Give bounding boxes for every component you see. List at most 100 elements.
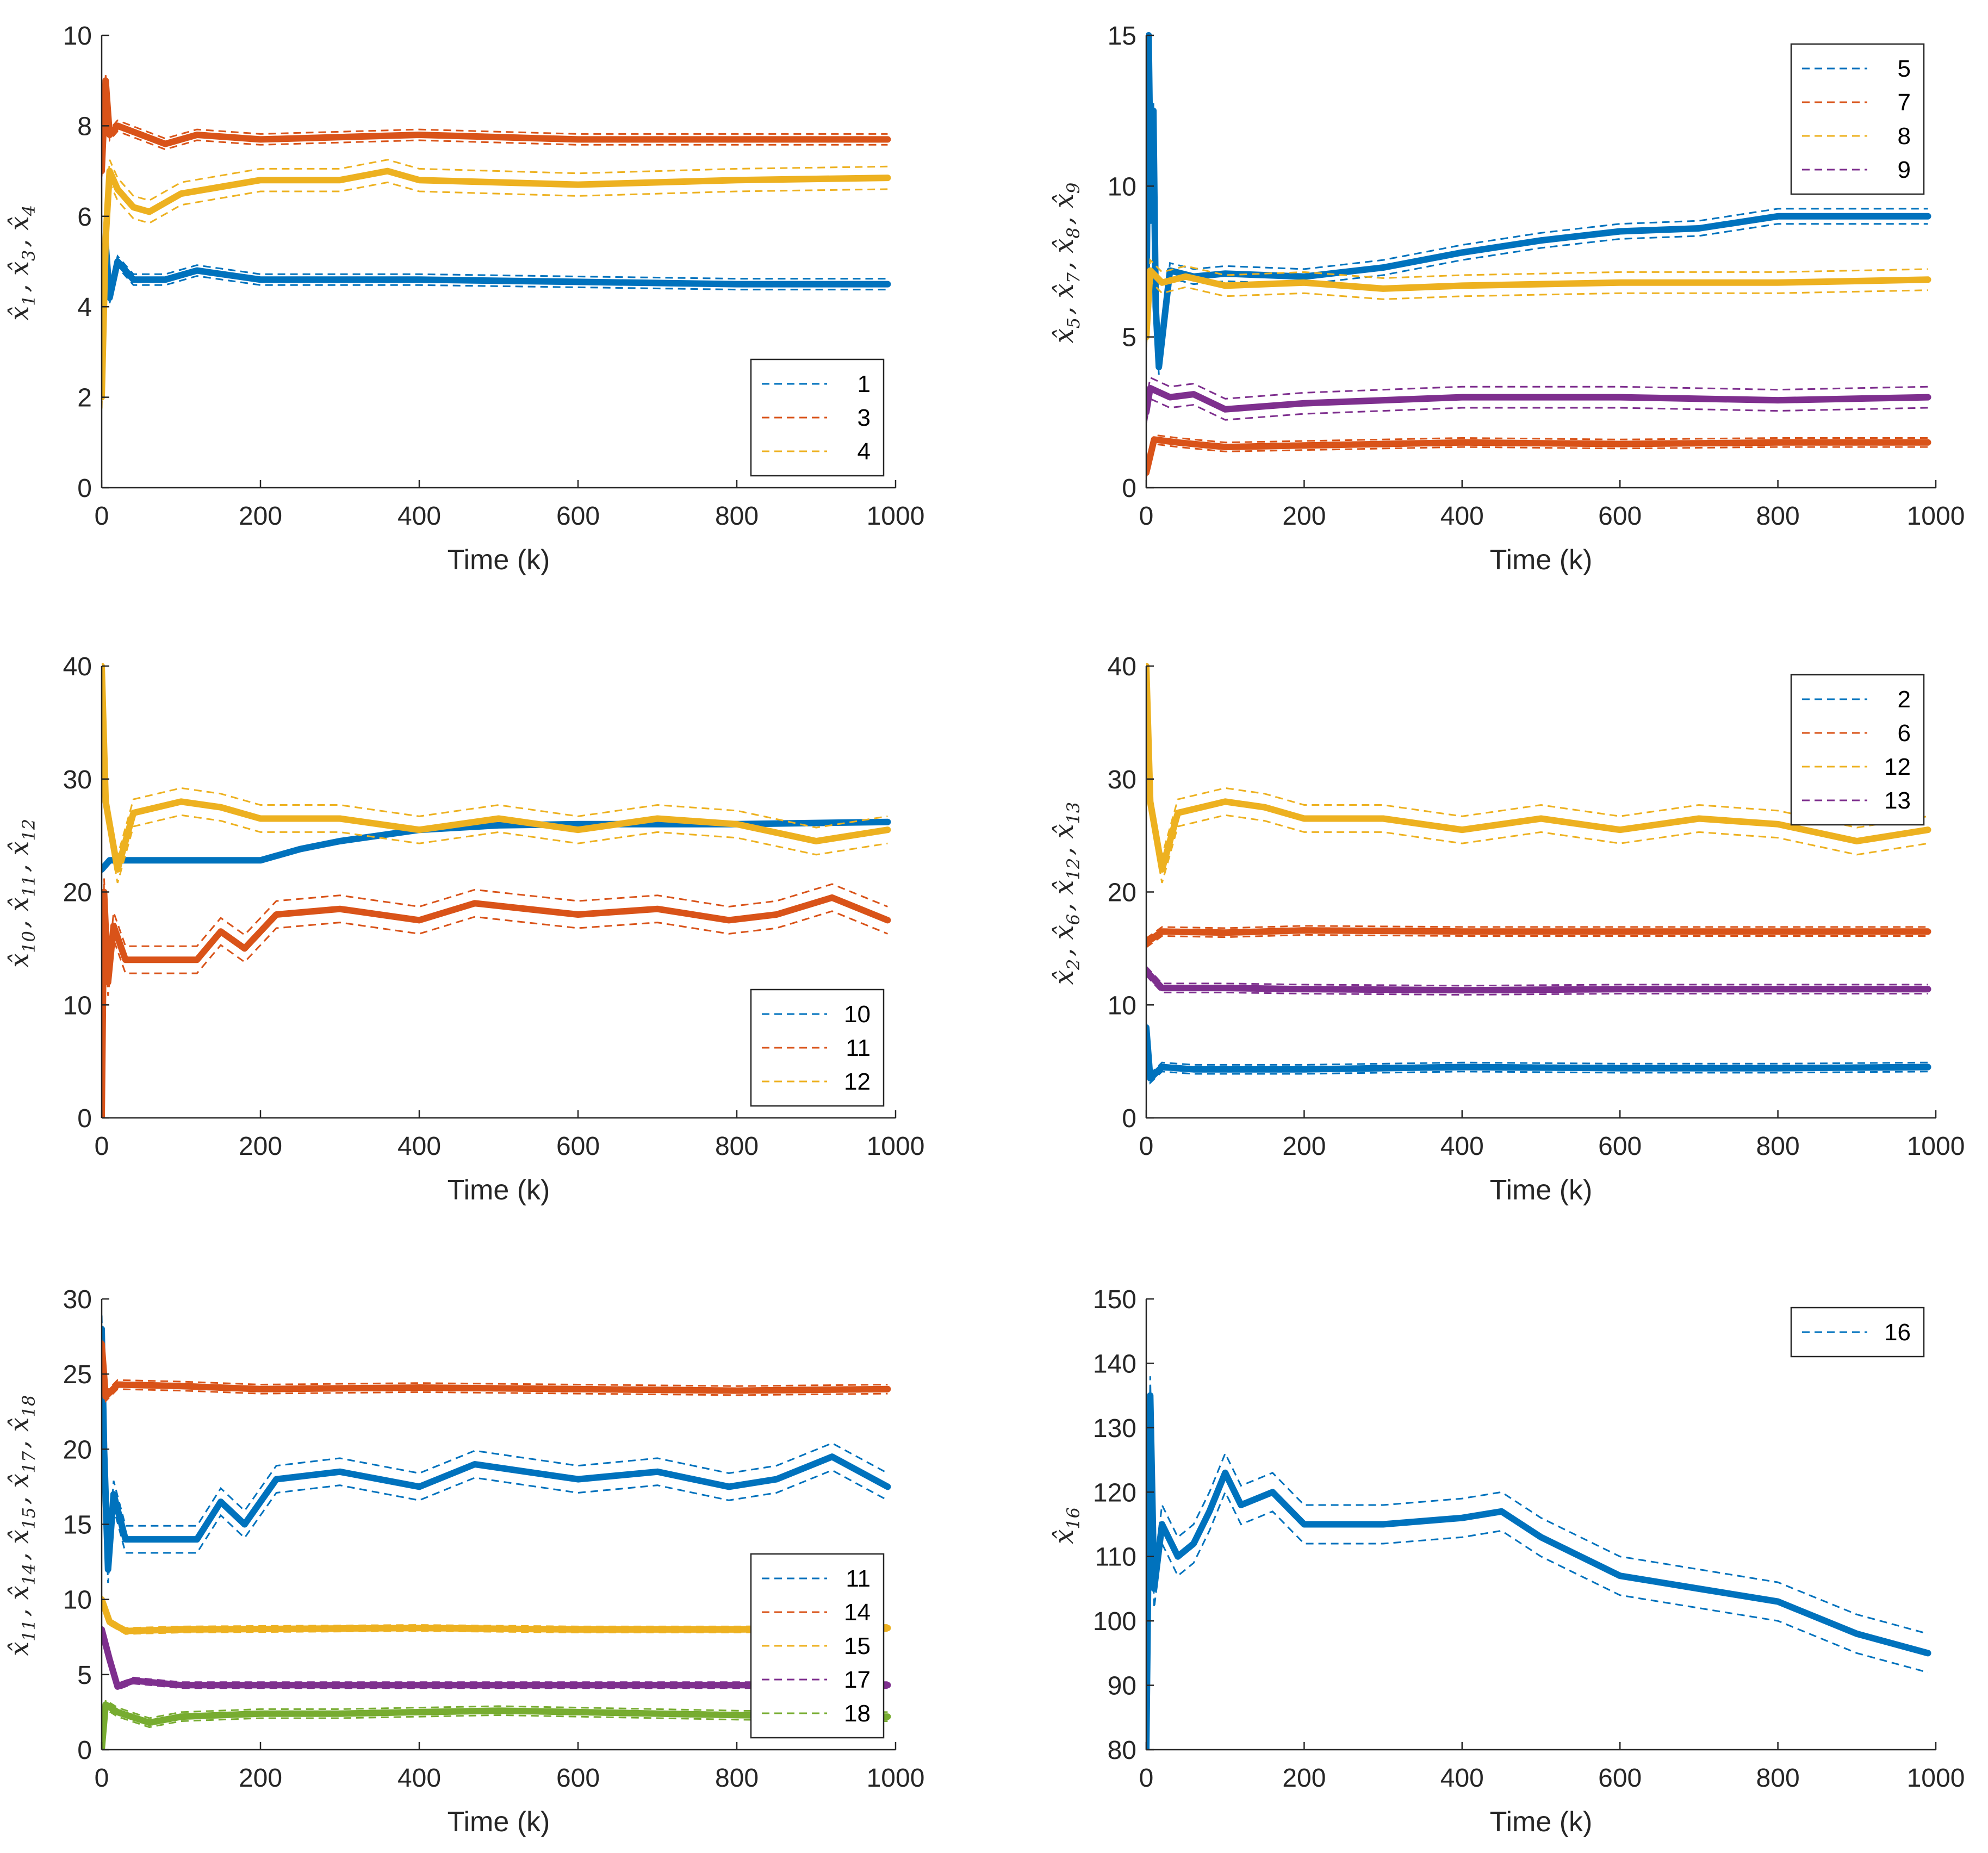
- series-18-upper-bound: [102, 1699, 888, 1745]
- series-18-line: [102, 1701, 891, 1750]
- series-3-upper-bound: [102, 75, 888, 166]
- series-12-line: [1146, 663, 1931, 873]
- y-tick-label: 0: [77, 1736, 92, 1765]
- series-8-lower-bound: [1146, 279, 1928, 348]
- y-tick-label: 10: [1108, 991, 1136, 1020]
- legend: 16: [1790, 1307, 1925, 1358]
- x-tick-label: 200: [239, 1764, 282, 1793]
- legend-label: 5: [1898, 55, 1911, 82]
- x-tick-label: 1000: [867, 1132, 925, 1161]
- series-14-lower-bound: [102, 1348, 888, 1403]
- y-tick-label: 6: [77, 203, 92, 232]
- y-tick-label: 40: [63, 652, 92, 681]
- y-tick-label: 0: [1122, 1104, 1136, 1133]
- legend: 1 3 4: [750, 358, 885, 477]
- subplot-6: 0 200 400 600 800 1000 80 90 100 110 120 130 140 150 T…: [1049, 1285, 1965, 1838]
- x-tick-label: 0: [1139, 1764, 1154, 1793]
- series-16-line: [1146, 1392, 1931, 1750]
- y-tick-label: 10: [63, 991, 92, 1020]
- series-7-lower-bound: [1146, 443, 1928, 477]
- legend-label: 14: [844, 1599, 871, 1626]
- series-5-line: [1146, 32, 1931, 371]
- series-2-lower-bound: [1146, 1031, 1928, 1085]
- legend-label: 1: [858, 371, 871, 397]
- legend-label: 4: [858, 438, 871, 465]
- x-tick-label: 400: [1440, 502, 1484, 531]
- legend-label: 18: [844, 1700, 871, 1727]
- series-3-line: [102, 77, 891, 175]
- x-axis-label: Time (k): [1490, 1174, 1593, 1206]
- x-axis-label: Time (k): [448, 544, 550, 576]
- y-axis-label: x̂2 , x̂6 , x̂12 , x̂13: [1049, 799, 1084, 985]
- y-tick-label: 0: [77, 474, 92, 503]
- x-tick-label: 600: [556, 1764, 600, 1793]
- y-axis-label: x̂16: [1049, 1504, 1084, 1544]
- y-tick-label: 2: [77, 384, 92, 413]
- x-tick-label: 200: [1282, 1132, 1326, 1161]
- series-1-line: [102, 240, 891, 310]
- x-tick-label: 800: [1756, 502, 1800, 531]
- x-tick-label: 400: [397, 1132, 441, 1161]
- x-tick-label: 600: [1598, 1764, 1642, 1793]
- x-axis-label: Time (k): [1490, 1806, 1593, 1838]
- legend-label: 6: [1898, 720, 1911, 747]
- x-axis-label: Time (k): [448, 1174, 550, 1206]
- legend-label: 9: [1898, 157, 1911, 183]
- x-tick-label: 1000: [1907, 502, 1965, 531]
- series-2-line: [1146, 1024, 1931, 1082]
- series-12-line: [102, 663, 891, 873]
- series-group: [102, 1315, 891, 1750]
- series-13-line: [1146, 967, 1931, 994]
- x-tick-label: 0: [95, 502, 109, 531]
- y-tick-label: 30: [63, 1285, 92, 1314]
- y-tick-label: 100: [1093, 1607, 1136, 1636]
- series-11-upper-bound: [102, 1315, 889, 1556]
- series-8-upper-bound: [1146, 258, 1928, 327]
- x-tick-label: 0: [95, 1764, 109, 1793]
- series-7-upper-bound: [1146, 434, 1928, 469]
- x-tick-label: 400: [1440, 1764, 1484, 1793]
- x-tick-label: 800: [715, 502, 759, 531]
- series-7-line: [1146, 436, 1931, 476]
- series-11-upper-bound: [102, 878, 888, 1105]
- legend-label: 7: [1898, 89, 1911, 116]
- y-tick-label: 10: [63, 22, 92, 51]
- series-9-line: [1146, 385, 1931, 416]
- y-tick-label: 5: [77, 1661, 92, 1690]
- subplot-5: 0 200 400 600 800 1000 0 5 10 15 20 25 30 Time (k) x̂1…: [4, 1285, 924, 1838]
- legend: 10 11 12: [750, 988, 885, 1107]
- legend-label: 16: [1884, 1319, 1911, 1346]
- y-tick-label: 30: [1108, 766, 1136, 794]
- y-tick-label: 0: [77, 1104, 92, 1133]
- series-6-line: [1146, 927, 1931, 946]
- y-tick-label: 120: [1093, 1478, 1136, 1507]
- series-9-lower-bound: [1146, 397, 1928, 423]
- legend-label: 2: [1898, 686, 1911, 713]
- legend: 2 6 12 13: [1790, 674, 1925, 826]
- series-12-lower-bound: [1146, 679, 1928, 884]
- series-11-line: [102, 1326, 891, 1573]
- x-tick-label: 800: [1756, 1132, 1800, 1161]
- x-tick-label: 600: [556, 1132, 600, 1161]
- y-tick-label: 15: [63, 1511, 92, 1540]
- subplot-4: 0 200 400 600 800 1000 0 10 20 30 40 Time (k) x̂2 , …: [1049, 652, 1965, 1206]
- legend-label: 3: [858, 405, 871, 431]
- y-axis-label: x̂1 , x̂3 , x̂4: [4, 202, 39, 321]
- series-12-lower-bound: [102, 679, 888, 884]
- series-group: [1146, 32, 1931, 477]
- legend-label: 10: [844, 1001, 871, 1028]
- y-tick-label: 20: [1108, 879, 1136, 907]
- x-tick-label: 600: [1598, 502, 1642, 531]
- y-tick-label: 130: [1093, 1414, 1136, 1443]
- series-1-upper-bound: [102, 238, 888, 302]
- series-group: [1146, 1376, 1931, 1750]
- y-tick-label: 0: [1122, 474, 1136, 503]
- legend-label: 13: [1884, 787, 1911, 814]
- legend-label: 11: [846, 1035, 871, 1061]
- x-tick-label: 400: [397, 1764, 441, 1793]
- series-group: [1146, 663, 1931, 1085]
- x-tick-label: 800: [715, 1132, 759, 1161]
- y-tick-label: 5: [1122, 324, 1136, 352]
- series-13-lower-bound: [1146, 975, 1928, 996]
